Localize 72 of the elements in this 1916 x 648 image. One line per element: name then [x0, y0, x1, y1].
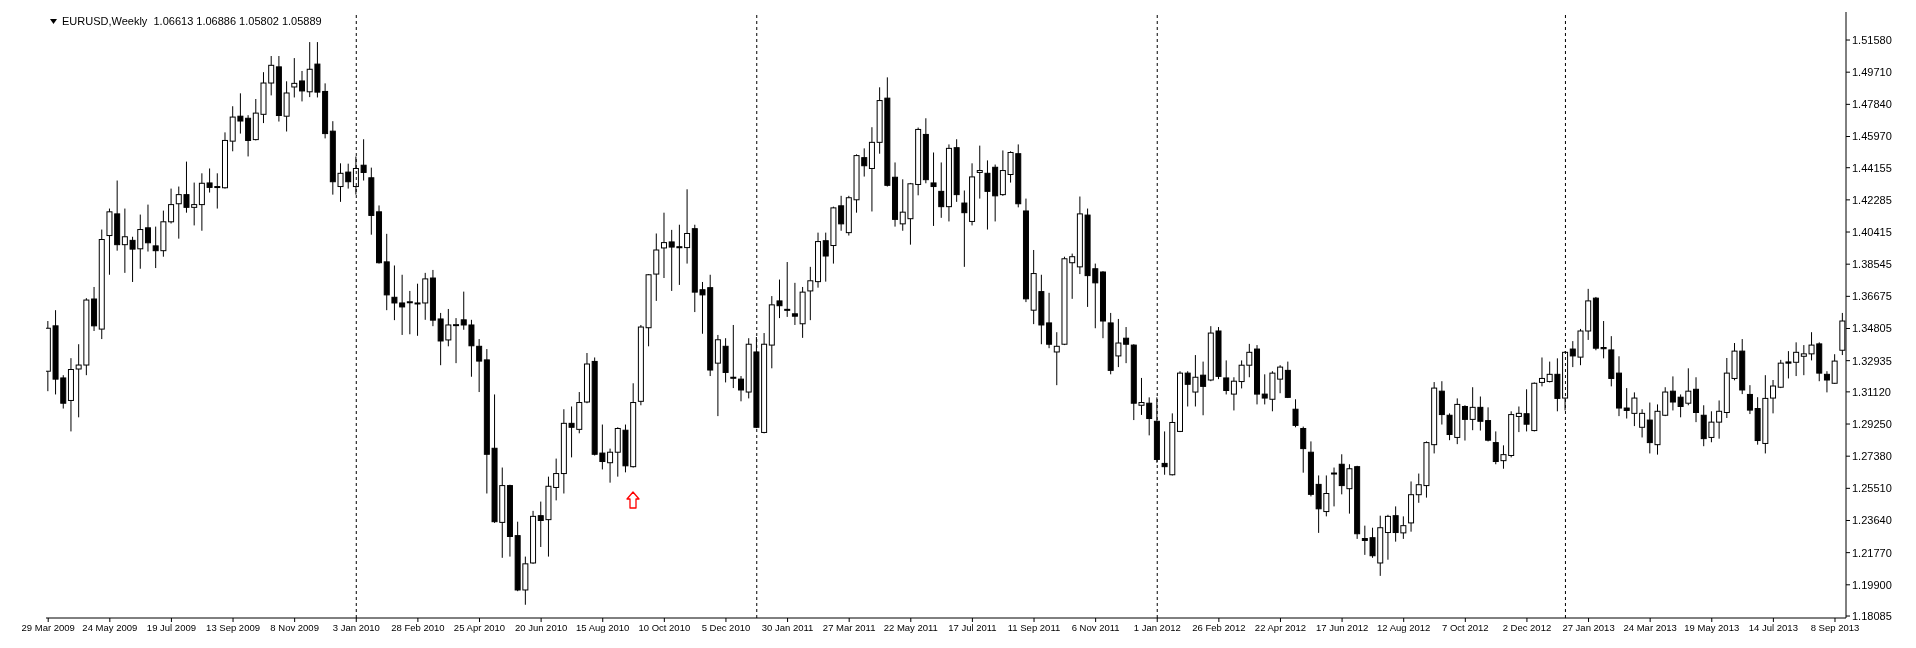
y-tick-label: 1.18085	[1852, 609, 1892, 622]
candlestick	[1461, 404, 1468, 442]
x-tick-label: 1 Jan 2012	[1133, 621, 1181, 633]
x-tick-label: 15 Aug 2010	[576, 621, 630, 633]
candlestick	[660, 212, 667, 279]
x-tick-label: 2 Dec 2012	[1502, 621, 1552, 633]
x-tick-label: 8 Nov 2009	[270, 621, 319, 633]
y-tick-label: 1.47840	[1852, 98, 1892, 111]
x-tick-label: 22 May 2011	[883, 621, 938, 633]
x-tick-label: 10 Oct 2010	[638, 621, 691, 633]
candlestick	[299, 70, 306, 102]
y-tick-label: 1.51580	[1852, 33, 1892, 46]
candlestick	[1300, 426, 1307, 474]
candlestick	[738, 375, 744, 402]
y-tick-label: 1.23640	[1852, 514, 1892, 527]
x-tick-label: 14 Jul 2013	[1748, 621, 1798, 633]
candlestick	[1693, 376, 1700, 423]
x-tick-label: 26 Feb 2012	[1192, 621, 1246, 633]
y-tick-label: 1.42285	[1852, 193, 1892, 206]
y-tick-label: 1.36675	[1852, 290, 1892, 303]
chart-title: EURUSD,Weekly 1.06613 1.06886 1.05802 1.05889	[62, 15, 322, 27]
candlestick	[1770, 379, 1777, 414]
candlestick	[938, 161, 945, 219]
candlestick	[930, 151, 937, 227]
x-tick-label: 20 Jun 2010	[514, 621, 568, 633]
y-tick-label: 1.21770	[1852, 546, 1892, 559]
y-tick-label: 1.49710	[1852, 66, 1892, 79]
y-tick-label: 1.34805	[1852, 322, 1892, 335]
x-tick-label: 24 May 2009	[82, 621, 138, 633]
y-tick-label: 1.45970	[1852, 130, 1892, 143]
candlestick	[730, 324, 737, 389]
x-tick-label: 7 Oct 2012	[1442, 621, 1489, 633]
y-tick-label: 1.40415	[1852, 225, 1892, 238]
candlestick	[976, 145, 983, 200]
y-tick-label: 1.25510	[1852, 482, 1892, 495]
y-tick-label: 1.38545	[1852, 258, 1892, 271]
x-tick-label: 25 Apr 2010	[453, 621, 506, 633]
x-tick-label: 3 Jan 2010	[332, 621, 380, 633]
x-tick-label: 27 Mar 2011	[822, 621, 876, 633]
y-tick-label: 1.19900	[1852, 578, 1892, 591]
y-tick-label: 1.27380	[1852, 450, 1892, 463]
candlestick	[291, 57, 298, 98]
candlestick	[1438, 380, 1445, 426]
x-tick-label: 27 Jan 2013	[1562, 621, 1615, 633]
x-tick-label: 24 Mar 2013	[1623, 621, 1677, 633]
candlestick	[476, 338, 483, 393]
candlestick	[784, 261, 791, 318]
x-tick-label: 8 Sep 2013	[1810, 621, 1860, 633]
x-tick-label: 28 Feb 2010	[391, 621, 445, 633]
candlestick	[453, 317, 460, 364]
candlestick	[1331, 467, 1338, 507]
x-tick-label: 17 Jun 2012	[1315, 621, 1369, 633]
x-tick-label: 13 Sep 2009	[206, 621, 260, 633]
x-tick-label: 19 Jul 2009	[146, 621, 196, 633]
x-tick-label: 29 Mar 2009	[21, 621, 75, 633]
x-tick-label: 12 Aug 2012	[1377, 621, 1431, 633]
x-tick-label: 6 Nov 2011	[1071, 621, 1120, 633]
x-tick-label: 11 Sep 2011	[1007, 621, 1061, 633]
candlestick	[1053, 331, 1060, 386]
y-tick-label: 1.44155	[1852, 161, 1892, 174]
y-tick-label: 1.32935	[1852, 354, 1892, 367]
x-tick-label: 30 Jan 2011	[761, 621, 814, 633]
candlestick	[1223, 359, 1230, 395]
candlestick	[144, 204, 151, 253]
y-tick-label: 1.29250	[1852, 417, 1892, 430]
candlestick	[1292, 398, 1299, 428]
x-tick-label: 19 May 2013	[1684, 621, 1740, 633]
x-tick-label: 17 Jul 2011	[948, 621, 997, 633]
y-tick-label: 1.31120	[1852, 385, 1891, 398]
x-tick-label: 5 Dec 2010	[701, 621, 751, 633]
x-tick-label: 22 Apr 2012	[1254, 621, 1307, 633]
candlestick	[1538, 356, 1545, 387]
